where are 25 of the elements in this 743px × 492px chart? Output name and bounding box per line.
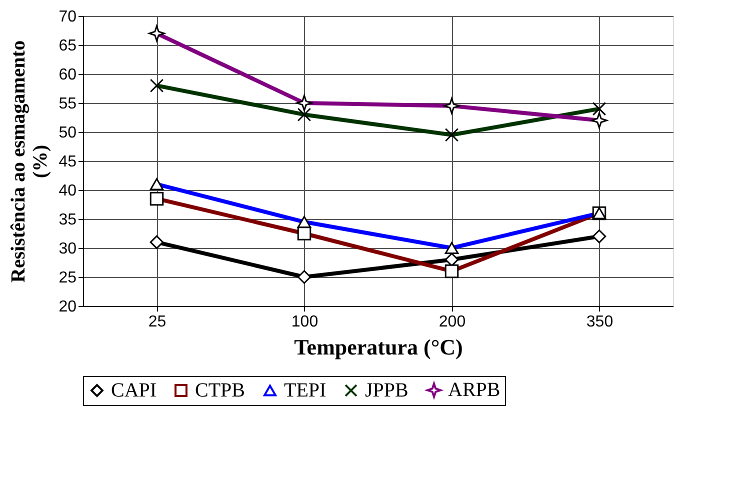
y-tick-label: 40 [58,182,77,200]
y-tick-label: 65 [58,38,77,54]
y-tick-label: 35 [58,212,77,228]
y-tick-label: 20 [58,298,77,316]
x-axis-title: Temperatura (°C) [294,334,463,360]
y-axis-title: Resistência ao esmagamento (%) [8,40,52,283]
legend-label: JPPB [365,380,408,402]
x-tick-label: 100 [291,314,318,330]
y-tick-label: 50 [58,124,77,142]
y-tick-label: 30 [58,240,77,258]
point [592,230,606,244]
legend-label: ARPB [448,379,500,402]
legend-label: CAPI [111,380,157,402]
y-tick-label: 45 [58,154,77,170]
x-tick-label: 25 [148,314,166,330]
y-tick-label: 25 [58,270,77,286]
x-tick-label: 200 [438,314,466,330]
legend-label: TEPI [284,380,326,402]
legend-label: CTPB [195,380,246,402]
y-tick-label: 55 [58,96,77,112]
x-tick-label: 350 [586,314,614,330]
y-tick-label: 60 [58,66,77,84]
point [150,235,164,250]
y-tick-label: 70 [58,8,77,26]
point [297,270,312,284]
